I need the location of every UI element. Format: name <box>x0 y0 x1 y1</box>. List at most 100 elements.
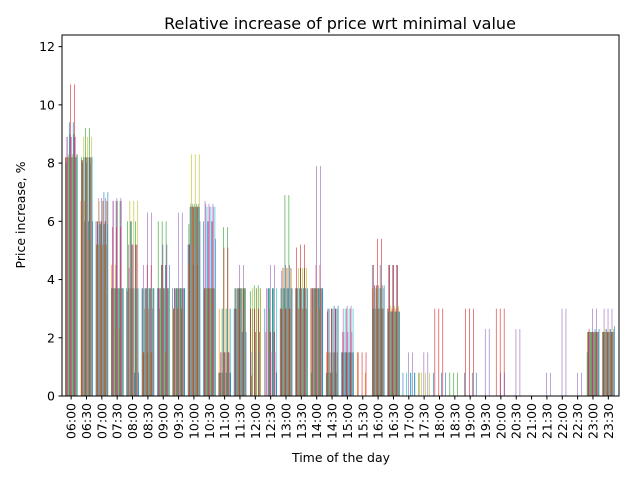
bar-1700-s30 <box>414 372 416 396</box>
bar-0630-s27 <box>91 157 92 396</box>
bar-2300-s10 <box>590 331 592 396</box>
bar-1300-s11 <box>284 308 285 396</box>
bar-1030-s19 <box>210 206 212 396</box>
bar-2300-s15 <box>592 331 594 396</box>
bar-1630-s29 <box>398 311 400 396</box>
x-tick-label: 20:30 <box>509 403 524 439</box>
bar-1530-s23 <box>365 352 367 396</box>
bar-2000-s24 <box>504 372 505 396</box>
bar-1600-s13 <box>377 238 378 396</box>
bar-1000-s22 <box>196 203 198 396</box>
bar-2330-s18 <box>609 329 610 396</box>
bar-1300-s13 <box>285 308 286 396</box>
bar-0730-s25 <box>120 288 122 396</box>
bar-0900-s6 <box>159 288 161 396</box>
bar-0600-s10 <box>68 122 70 396</box>
bar-2330-s23 <box>611 331 612 396</box>
bar-0800-s2 <box>127 221 128 396</box>
bar-0830-s20 <box>149 288 151 396</box>
bar-0830-s10 <box>145 288 147 396</box>
bar-1100-s10 <box>222 372 224 396</box>
bar-2030-s24 <box>519 329 521 396</box>
bar-1100-s19 <box>226 308 227 396</box>
bar-1600-s3 <box>373 264 374 396</box>
bar-2300-s28 <box>597 331 599 396</box>
bar-1400-s17 <box>317 288 318 396</box>
bar-1200-s2 <box>249 291 251 396</box>
bar-0900-s17 <box>163 288 165 396</box>
x-tick-label: 10:30 <box>202 403 217 439</box>
bar-0930-s6 <box>174 291 176 396</box>
bar-1600-s4 <box>373 308 375 396</box>
bar-1600-s1 <box>372 288 373 396</box>
bar-2300-s29 <box>598 331 599 396</box>
bar-1730-s14 <box>423 352 425 396</box>
bar-1400-s2 <box>311 372 312 396</box>
bar-0630-s26 <box>90 200 92 396</box>
bar-0700-s13 <box>100 221 102 396</box>
bar-1300-s19 <box>287 288 288 396</box>
bar-1430-s9 <box>329 308 331 396</box>
bar-0700-s12 <box>100 224 102 396</box>
y-tick-label: 2 <box>47 330 55 345</box>
x-tick-label: 19:30 <box>478 403 493 439</box>
bar-0600-s6 <box>67 136 68 396</box>
bar-1730-s18 <box>425 372 426 396</box>
bar-1230-s25 <box>274 331 276 396</box>
bar-0930-s24 <box>181 212 183 396</box>
bar-1100-s17 <box>225 372 226 396</box>
bar-1230-s14 <box>270 264 271 396</box>
bar-1330-s15 <box>301 288 302 396</box>
bar-0630-s15 <box>86 157 87 396</box>
bar-1400-s19 <box>318 288 319 396</box>
bar-2300-s2 <box>587 331 589 396</box>
bar-0800-s29 <box>137 288 139 396</box>
bar-0630-s1 <box>80 200 82 396</box>
bar-0930-s15 <box>178 288 179 396</box>
bar-0600-s2 <box>65 163 67 396</box>
bar-1600-s22 <box>380 288 382 396</box>
bar-1400-s20 <box>318 288 320 396</box>
bar-1600-s6 <box>374 285 375 396</box>
bar-0700-s18 <box>102 200 104 396</box>
bar-2300-s8 <box>590 331 591 396</box>
bar-1400-s29 <box>322 288 323 396</box>
bar-0830-s14 <box>147 212 148 396</box>
bar-1130-s19 <box>241 288 242 396</box>
bar-1100-s30 <box>230 372 231 396</box>
bar-1100-s23 <box>227 247 229 396</box>
bar-1200-s23 <box>258 308 259 396</box>
bar-0830-s17 <box>148 288 150 396</box>
bar-0730-s27 <box>121 288 123 396</box>
bar-0730-s15 <box>116 288 118 396</box>
bar-0900-s19 <box>164 288 166 396</box>
bar-1100-s21 <box>226 352 228 396</box>
bar-0730-s11 <box>115 264 116 396</box>
bar-1030-s13 <box>208 221 209 396</box>
bar-0600-s21 <box>73 157 74 396</box>
bar-1000-s25 <box>197 206 199 396</box>
bar-0700-s16 <box>102 200 103 396</box>
bar-1030-s23 <box>212 221 213 396</box>
bar-0930-s3 <box>173 308 175 396</box>
bar-1130-s26 <box>244 308 245 396</box>
bar-1230-s13 <box>269 331 271 396</box>
bar-0630-s24 <box>89 163 91 396</box>
x-tick-label: 10:00 <box>186 403 201 439</box>
bar-0730-s20 <box>118 288 120 396</box>
bar-1500-s16 <box>347 331 349 396</box>
bar-2330-s0 <box>602 331 603 396</box>
bar-0800-s12 <box>131 221 132 396</box>
bar-0730-s8 <box>114 288 115 396</box>
x-tick-label: 18:00 <box>432 403 447 439</box>
bar-1400-s25 <box>320 288 322 396</box>
bar-0830-s27 <box>152 288 154 396</box>
bar-0630-s5 <box>82 160 83 396</box>
x-tick-label: 07:30 <box>110 403 125 439</box>
bar-0830-s3 <box>142 352 144 396</box>
bar-1600-s10 <box>375 285 377 396</box>
bar-1300-s21 <box>288 308 289 396</box>
bar-1130-s16 <box>240 308 241 396</box>
bar-0700-s28 <box>106 200 108 396</box>
